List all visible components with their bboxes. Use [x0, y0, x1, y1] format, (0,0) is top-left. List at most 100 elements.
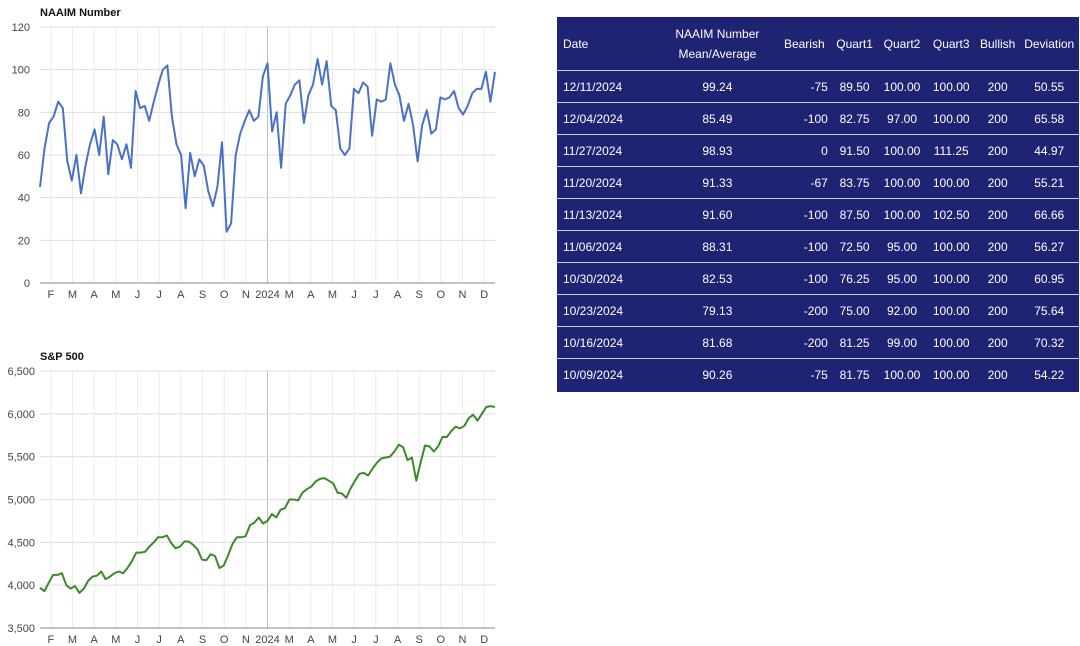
x-tick-label: D — [480, 289, 488, 301]
table-cell: 66.66 — [1019, 198, 1079, 231]
table-cell: -200 — [776, 326, 832, 359]
x-tick-label: M — [328, 634, 337, 646]
table-cell: 200 — [975, 294, 1020, 327]
table-cell: 91.60 — [658, 198, 777, 231]
table-cell: 11/27/2024 — [557, 134, 659, 167]
col-header-quart3: Quart3 — [932, 36, 970, 51]
x-tick-label: O — [437, 289, 446, 301]
x-tick-label: J — [135, 289, 141, 301]
table-cell: -67 — [776, 166, 832, 199]
table-cell: -100 — [776, 198, 832, 231]
table-cell: 100.00 — [877, 358, 927, 390]
table-row: 11/13/2024 91.60 -100 87.50 100.00 102.50 200 6… — [557, 198, 1079, 231]
table-cell: 87.50 — [831, 198, 878, 231]
table-cell: 100.00 — [877, 134, 927, 167]
table-cell: -100 — [776, 230, 832, 263]
x-tick-label: A — [177, 634, 185, 646]
table-row: 10/30/2024 82.53 -100 76.25 95.00 100.00 200 60… — [557, 262, 1079, 295]
y-tick-label: 120 — [12, 22, 30, 34]
table-cell: 60.95 — [1019, 262, 1079, 295]
table-cell: 100.00 — [926, 326, 976, 359]
table-cell: -75 — [776, 70, 832, 103]
y-tick-label: 60 — [18, 150, 30, 162]
x-tick-label: M — [328, 289, 337, 301]
table-row: 10/16/2024 81.68 -200 81.25 99.00 100.00 200 70… — [557, 326, 1079, 359]
sp500-chart: 3,500 4,000 4,500 5,000 5,500 6,000 6,500 F M A M J… — [7, 366, 496, 646]
table-cell: 55.21 — [1019, 166, 1079, 199]
y-tick-label: 20 — [18, 235, 30, 247]
series-line — [39, 405, 496, 594]
x-tick-label: J — [351, 634, 357, 646]
table-row: 10/09/2024 90.26 -75 81.75 100.00 100.00 200 54… — [557, 358, 1079, 390]
x-tick-label: N — [242, 289, 250, 301]
y-tick-label: 80 — [18, 107, 30, 119]
x-tick-label: A — [307, 289, 315, 301]
x-tick-label: F — [47, 634, 54, 646]
table-cell: 91.33 — [658, 166, 777, 199]
table-cell: 76.25 — [831, 262, 878, 295]
y-tick-label: 4,000 — [7, 580, 35, 592]
table-cell: 44.97 — [1019, 134, 1079, 167]
table-cell: 200 — [975, 326, 1020, 359]
x-tick-label: N — [459, 289, 467, 301]
col-header-date: Date — [563, 36, 589, 51]
table-cell: 82.53 — [658, 262, 777, 295]
naaim-chart-title: NAAIM Number — [40, 7, 121, 19]
x-tick-label: 2024 — [255, 634, 279, 646]
y-tick-label: 5,500 — [7, 452, 35, 464]
x-tick-label: M — [68, 289, 77, 301]
x-tick-label: J — [373, 289, 379, 301]
table-cell: 100.00 — [926, 294, 976, 327]
x-tick-label: J — [156, 634, 162, 646]
table-cell: 200 — [975, 134, 1020, 167]
table-cell: 11/20/2024 — [557, 166, 659, 199]
table-cell: 83.75 — [831, 166, 878, 199]
x-tick-label: S — [199, 634, 206, 646]
x-tick-label: S — [415, 289, 422, 301]
table-cell: 90.26 — [658, 358, 777, 390]
table-cell: -200 — [776, 294, 832, 327]
table-cell: 10/30/2024 — [557, 262, 659, 295]
x-tick-label: A — [394, 634, 402, 646]
table-cell: 10/16/2024 — [557, 326, 659, 359]
table-cell: -100 — [776, 102, 832, 135]
table-cell: 200 — [975, 262, 1020, 295]
y-tick-label: 5,000 — [7, 495, 35, 507]
col-header-bearish: Bearish — [783, 36, 825, 51]
x-tick-label: 2024 — [255, 289, 279, 301]
table-cell: 10/09/2024 — [557, 358, 659, 390]
x-tick-label: S — [415, 634, 422, 646]
col-header-quart1: Quart1 — [836, 36, 873, 51]
table-row: 12/11/2024 99.24 -75 89.50 100.00 100.00 200 50… — [557, 70, 1079, 103]
table-cell: 82.75 — [831, 102, 878, 135]
x-tick-label: O — [220, 634, 229, 646]
table-cell: 100.00 — [926, 166, 976, 199]
table-cell: 100.00 — [877, 166, 927, 199]
x-tick-label: F — [47, 289, 54, 301]
y-tick-label: 4,500 — [7, 537, 35, 549]
table-cell: 81.75 — [831, 358, 878, 390]
series-line — [39, 58, 496, 233]
x-tick-label: M — [111, 289, 120, 301]
y-tick-label: 100 — [12, 65, 30, 77]
table-cell: 88.31 — [658, 230, 777, 263]
table-cell: 75.64 — [1019, 294, 1079, 327]
x-tick-label: M — [111, 634, 120, 646]
table-cell: 97.00 — [877, 102, 927, 135]
naaim-table: Date NAAIM Number Mean/Average Bearish Q… — [557, 17, 1079, 390]
table-header-row: Date NAAIM Number Mean/Average Bearish Q… — [557, 17, 1079, 71]
sp500-chart-title: S&P 500 — [40, 351, 84, 363]
table-cell: 81.68 — [658, 326, 777, 359]
col-header-quart2: Quart2 — [883, 36, 921, 51]
x-tick-label: D — [480, 634, 488, 646]
table-cell: 85.49 — [658, 102, 777, 135]
table-cell: 11/13/2024 — [557, 198, 659, 231]
table-cell: 81.25 — [831, 326, 878, 359]
table-cell: 100.00 — [877, 70, 927, 103]
table-cell: 75.00 — [831, 294, 878, 327]
naaim-chart: 0 20 40 60 80 100 120 F M A M J J A S O N 2024 M A M J J A S O N D — [12, 22, 496, 301]
col-header-bullish: Bullish — [979, 36, 1016, 51]
table-cell: 11/06/2024 — [557, 230, 659, 263]
table-cell: -75 — [776, 358, 832, 390]
table-cell: 65.58 — [1019, 102, 1079, 135]
